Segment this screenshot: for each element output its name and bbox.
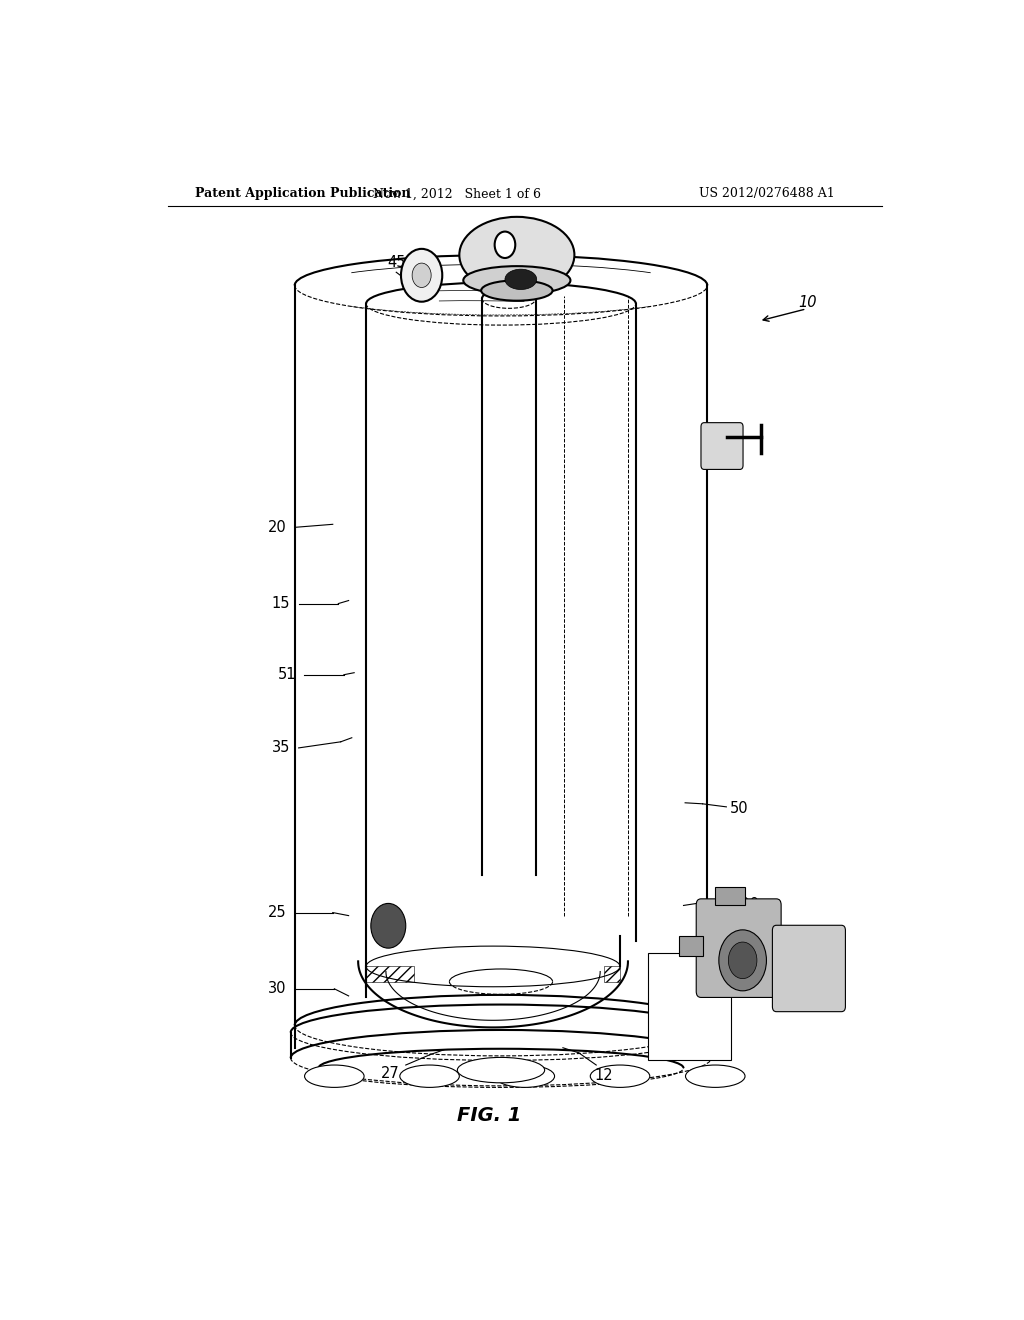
Circle shape: [728, 942, 757, 978]
Circle shape: [371, 903, 406, 948]
Ellipse shape: [304, 1065, 365, 1088]
Ellipse shape: [399, 1065, 460, 1088]
Ellipse shape: [590, 1065, 650, 1088]
Circle shape: [495, 231, 515, 257]
FancyBboxPatch shape: [696, 899, 781, 998]
Circle shape: [719, 929, 766, 991]
Ellipse shape: [495, 1065, 555, 1088]
Ellipse shape: [481, 280, 553, 301]
Bar: [366, 966, 414, 982]
Text: 10: 10: [799, 296, 817, 310]
Text: 35: 35: [272, 741, 291, 755]
Text: 45: 45: [387, 255, 406, 269]
FancyBboxPatch shape: [701, 422, 743, 470]
Text: 20: 20: [268, 520, 287, 535]
Ellipse shape: [460, 216, 574, 293]
Bar: [648, 953, 731, 1060]
Ellipse shape: [505, 269, 537, 289]
Text: 12: 12: [595, 1068, 613, 1082]
Text: 30: 30: [268, 981, 287, 997]
Ellipse shape: [458, 1057, 545, 1082]
Text: 51: 51: [278, 667, 296, 682]
Circle shape: [412, 263, 431, 288]
Text: FIG. 1: FIG. 1: [457, 1106, 521, 1126]
Bar: [679, 936, 702, 956]
Ellipse shape: [463, 267, 570, 294]
Ellipse shape: [685, 1065, 745, 1088]
Text: Patent Application Publication: Patent Application Publication: [196, 187, 411, 201]
Text: 40: 40: [527, 255, 546, 269]
Text: 100: 100: [731, 896, 760, 912]
Text: Nov. 1, 2012   Sheet 1 of 6: Nov. 1, 2012 Sheet 1 of 6: [374, 187, 542, 201]
FancyBboxPatch shape: [772, 925, 846, 1011]
Text: US 2012/0276488 A1: US 2012/0276488 A1: [699, 187, 836, 201]
Circle shape: [401, 249, 442, 302]
Text: 25: 25: [268, 906, 287, 920]
Bar: [604, 966, 620, 982]
Text: 15: 15: [272, 597, 291, 611]
Text: 27: 27: [381, 1065, 399, 1081]
Bar: [715, 887, 745, 906]
Text: 50: 50: [730, 801, 749, 816]
